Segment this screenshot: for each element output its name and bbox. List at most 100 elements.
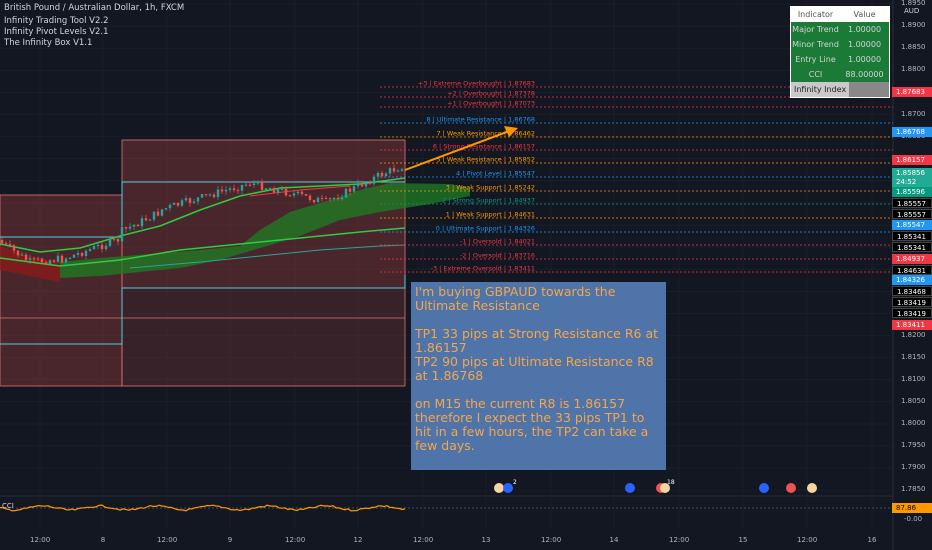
level-label: 7 | Weak Resistance | 1.86462 [436, 130, 535, 138]
table-row: Minor Trend 1.00000 [791, 37, 889, 52]
time-tick: 8 [100, 536, 106, 544]
level-label: 2 | Strong Support | 1.84937 [442, 197, 535, 205]
table-row: Entry Line 1.00000 [791, 52, 889, 67]
price-tag: 1.85856 [892, 168, 932, 178]
price-tick: 1.8100 [901, 374, 926, 383]
level-label: 0 | Ultimate Support | 1.84326 [436, 225, 535, 233]
price-tag: 1.86157 [892, 155, 932, 165]
level-label: 8 | Ultimate Resistance | 1.86768 [426, 116, 535, 124]
ichimoku-cloud [0, 183, 470, 282]
time-tick: 9 [227, 536, 233, 544]
note-line-2: TP1 33 pips at Strong Resistance R6 at 1… [415, 326, 659, 355]
table-footer: Infinity Index [791, 82, 889, 97]
price-tick: 1.8700 [901, 109, 926, 118]
level-label: +2 | Overbought | 1.87378 [447, 90, 535, 98]
level-label: 3 | Weak Support | 1.85242 [446, 184, 535, 192]
time-tick: 16 [867, 536, 877, 544]
header-value: Value [853, 10, 876, 19]
infinity-index-table: Indicator Value Major Trend 1.00000 Minor… [790, 6, 890, 98]
price-tick: 1.8950 [901, 0, 926, 7]
time-tick: 12:00 [413, 536, 434, 544]
level-label: +3 | Extreme Overbought | 1.87683 [418, 80, 535, 88]
price-tick: 1.7950 [901, 441, 926, 449]
price-tick: 1.8850 [901, 43, 926, 52]
level-label: 4 | Pivot Level | 1.85547 [456, 170, 535, 178]
row-label: Major Trend [792, 25, 839, 34]
time-tick: 12:00 [797, 536, 818, 544]
price-tick: 1.8800 [901, 65, 926, 74]
symbol-title[interactable]: British Pound / Australian Dollar, 1h, F… [4, 3, 185, 13]
infinity-box [0, 139, 406, 387]
cci-pane [0, 504, 893, 512]
level-label: 6 | Strong Resistance | 1.86157 [433, 143, 535, 151]
price-tick: 1.7850 [901, 485, 926, 494]
time-tick: 12:00 [285, 536, 306, 544]
badge-count-2: 18 [667, 479, 675, 486]
row-value: 1.00000 [847, 55, 882, 64]
price-tick: 1.8200 [901, 330, 926, 339]
candle-countdown: 24:52 [892, 177, 932, 187]
price-tick: 1.8000 [901, 418, 926, 427]
indicator-legend-1[interactable]: Infinity Trading Tool V2.2 [4, 16, 109, 26]
row-label: Entry Line [795, 55, 836, 64]
price-tag: 1.85341 [892, 231, 932, 241]
note-line-3: TP2 90 pips at Ultimate Resistance R8 at… [415, 354, 654, 383]
price-tag: 1.85341 [892, 242, 932, 252]
time-tick: 12:00 [157, 536, 178, 544]
moving-averages [0, 177, 406, 269]
price-tag: 1.84937 [892, 254, 932, 264]
time-tick: 12:00 [541, 536, 562, 544]
cci-value-tag: 87.86 [892, 503, 932, 513]
footer-label: Infinity Index [794, 85, 847, 94]
price-tag: 1.83468 [892, 286, 932, 296]
time-tick: 15 [738, 536, 748, 544]
indicator-legend-2[interactable]: Infinity Pivot Levels V2.1 [4, 27, 109, 37]
price-tick: 1.8050 [901, 396, 926, 405]
price-tag: 1.84631 [892, 265, 932, 275]
analysis-note[interactable]: I'm buying GBPAUD towards the Ultimate R… [411, 282, 666, 470]
price-tag: 1.83419 [892, 297, 932, 307]
price-tag: 1.85557 [892, 209, 932, 219]
price-candles [0, 164, 404, 266]
price-tag: 1.87683 [892, 87, 932, 97]
note-line-1: I'm buying GBPAUD towards the Ultimate R… [415, 284, 616, 313]
time-tick: 12:00 [669, 536, 690, 544]
row-label: CCI [808, 70, 823, 79]
time-tick: 13 [481, 536, 491, 544]
time-tick: 14 [609, 536, 619, 544]
row-value: 88.00000 [845, 70, 884, 79]
price-tag: 1.84326 [892, 275, 932, 285]
level-label: -3 | Extreme Oversold | 1.83411 [431, 265, 535, 273]
header-indicator: Indicator [797, 10, 834, 19]
price-tick: 1.8150 [901, 352, 926, 361]
row-value: 1.00000 [847, 40, 882, 49]
footer-value [849, 82, 889, 97]
price-tick: 1.7900 [901, 463, 926, 472]
badge-count-1: 2 [513, 479, 517, 486]
price-tick: 1.8900 [901, 21, 926, 30]
table-row: CCI 88.00000 [791, 67, 889, 82]
currency-label: AUD [904, 7, 920, 15]
cci-zero-tick: -0.00 [904, 515, 923, 523]
price-tag: 1.83411 [892, 320, 932, 330]
cci-label: CCI [2, 502, 14, 510]
row-label: Minor Trend [792, 40, 839, 49]
time-tick: 12 [353, 536, 363, 544]
level-label: +1 | Overbought | 1.87073 [447, 100, 535, 108]
trade-arrow [404, 126, 518, 171]
event-badges[interactable] [494, 483, 817, 493]
row-value: 1.00000 [847, 25, 882, 34]
level-label: 1 | Weak Support | 1.84631 [446, 211, 535, 219]
level-label: -2 | Oversold | 1.83716 [460, 252, 535, 260]
level-label: -1 | Oversold | 1.84021 [460, 238, 535, 246]
price-tag: 1.85596 [892, 187, 932, 197]
table-header: Indicator Value [791, 7, 889, 22]
time-tick: 12:00 [30, 536, 51, 544]
note-line-4: on M15 the current R8 is 1.86157 therefo… [415, 396, 649, 453]
price-tag: 1.85547 [892, 220, 932, 230]
price-tag: 1.86768 [892, 127, 932, 137]
indicator-legend-3[interactable]: The Infinity Box V1.1 [4, 38, 93, 48]
price-tag: 1.85557 [892, 198, 932, 208]
price-tag: 1.83419 [892, 308, 932, 318]
pivot-levels: +3 | Extreme Overbought | 1.87683 +2 | Ov… [380, 80, 893, 273]
